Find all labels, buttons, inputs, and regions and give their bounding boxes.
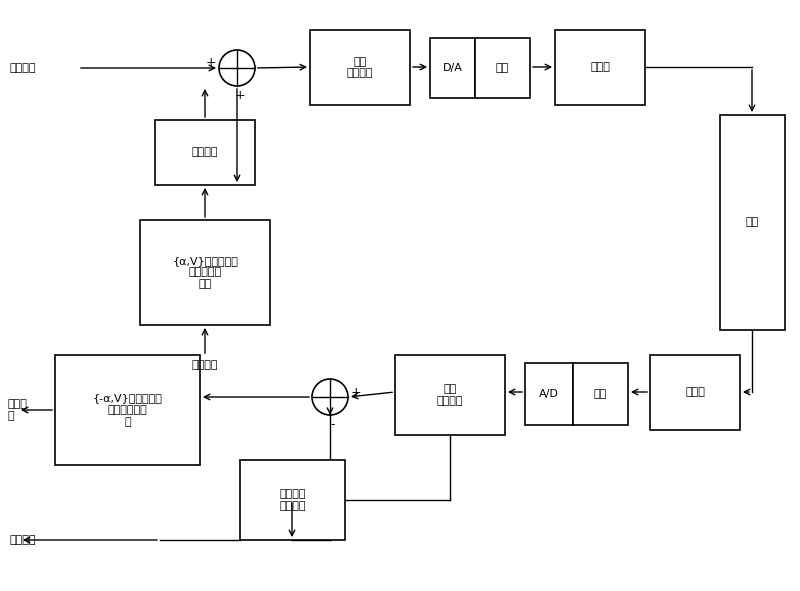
- Text: 幅度衰减: 幅度衰减: [192, 148, 218, 157]
- Bar: [650, 355, 740, 430]
- Text: +: +: [206, 56, 216, 69]
- Bar: [573, 363, 628, 425]
- Text: 隐藏信
号: 隐藏信 号: [8, 399, 28, 421]
- Text: {-α,V}阶四项加权
分数傅里叶变
换: {-α,V}阶四项加权 分数傅里叶变 换: [93, 394, 162, 427]
- Bar: [140, 220, 270, 325]
- Text: 数字
载波解调: 数字 载波解调: [437, 384, 463, 406]
- Text: D/A: D/A: [442, 63, 462, 73]
- Bar: [555, 30, 645, 105]
- Bar: [55, 355, 200, 465]
- Text: +: +: [234, 89, 246, 102]
- Text: A/D: A/D: [539, 389, 559, 399]
- Bar: [430, 38, 475, 98]
- Text: 下变频: 下变频: [685, 388, 705, 398]
- Bar: [310, 30, 410, 105]
- Text: 上变频: 上变频: [590, 63, 610, 73]
- Text: +: +: [351, 385, 362, 398]
- Text: 掩体信号: 掩体信号: [10, 63, 37, 73]
- Text: 滤波: 滤波: [496, 63, 509, 73]
- Text: 信道: 信道: [746, 217, 759, 228]
- Bar: [240, 460, 345, 540]
- Text: 掩体信号: 掩体信号: [10, 535, 37, 545]
- Text: 滤波: 滤波: [594, 389, 607, 399]
- Bar: [395, 355, 505, 435]
- Text: -: -: [330, 418, 335, 431]
- Text: 数字
载波调制: 数字 载波调制: [346, 57, 374, 78]
- Text: {α,V}阶四项加权
分数傅里叶
变换: {α,V}阶四项加权 分数傅里叶 变换: [172, 256, 238, 289]
- Bar: [525, 363, 573, 425]
- Bar: [475, 38, 530, 98]
- Bar: [155, 120, 255, 185]
- Bar: [720, 115, 785, 330]
- Text: 隐藏信号: 隐藏信号: [192, 360, 218, 370]
- Text: 本地掩体
信号恢复: 本地掩体 信号恢复: [279, 489, 306, 511]
